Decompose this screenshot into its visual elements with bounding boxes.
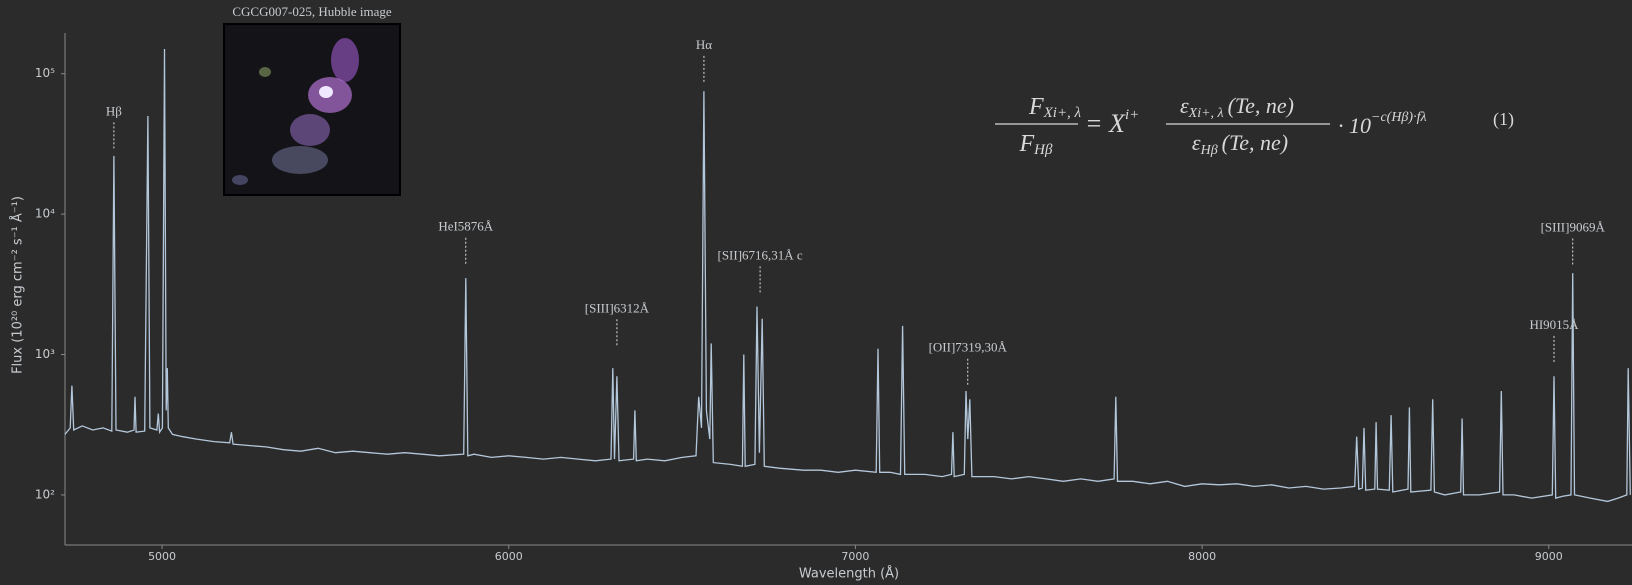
equation-part: = Xi+	[1085, 107, 1139, 138]
inset-caption: CGCG007-025, Hubble image	[232, 4, 391, 19]
equation-part: ε	[1192, 130, 1201, 155]
equation-part: FXi+, λ	[1028, 94, 1082, 122]
annotation-label: [SII]6716,31Å c	[717, 247, 802, 262]
equation-part: F	[1028, 94, 1044, 120]
equation-part: · 10	[1338, 113, 1371, 138]
annotation-label: HeI5876Å	[438, 219, 493, 234]
equation-part: εHβ (Te, ne)	[1192, 130, 1288, 158]
equation-part: Hβ	[1033, 142, 1053, 158]
y-tick-label: 10⁵	[35, 66, 55, 80]
equation-part: i+	[1125, 107, 1139, 123]
annotation-label: [SIII]6312Å	[585, 300, 650, 315]
y-tick-label: 10⁴	[35, 207, 55, 221]
x-tick-label: 7000	[841, 550, 869, 563]
y-axis-label: Flux (10²⁰ erg cm⁻² s⁻¹ Å⁻¹)	[10, 196, 26, 374]
equation-part: FHβ	[1019, 131, 1054, 159]
annotation-label: Hα	[696, 37, 712, 52]
spectrum-line	[64, 48, 1631, 503]
equation-part: Xi+, λ	[1043, 105, 1082, 121]
annotation-label: Hβ	[106, 103, 122, 118]
annotation-label: HI9015Å	[1529, 317, 1579, 332]
inset-image	[223, 23, 401, 196]
equation-part: Xi+, λ	[1188, 106, 1224, 121]
equation-part: = X	[1085, 109, 1126, 138]
equation-part: (Te, ne)	[1228, 93, 1294, 118]
x-tick-label: 6000	[495, 550, 523, 563]
equation-part: ε	[1180, 93, 1189, 118]
equation-number: (1)	[1493, 109, 1514, 130]
x-axis-label: Wavelength (Å)	[799, 566, 899, 582]
equation-part: −c(Hβ)·fλ	[1371, 110, 1427, 125]
y-tick-label: 10³	[35, 347, 55, 361]
y-tick-label: 10²	[35, 487, 55, 501]
equation-part: (Te, ne)	[1222, 130, 1288, 155]
x-tick-label: 5000	[148, 550, 176, 563]
equation-part: F	[1019, 131, 1035, 157]
equation: FXi+, λ FHβ = Xi+ εXi+, λ (Te, ne) εHβ (Te…	[995, 93, 1514, 158]
annotation-label: [SIII]9069Å	[1541, 219, 1606, 234]
equation-part: εXi+, λ (Te, ne)	[1180, 93, 1294, 121]
x-tick-label: 8000	[1188, 550, 1216, 563]
equation-part: Hβ	[1200, 143, 1218, 158]
equation-part: · 10−c(Hβ)·fλ	[1338, 110, 1427, 138]
x-tick-label: 9000	[1535, 550, 1563, 563]
annotation-label: [OII]7319,30Å	[929, 340, 1008, 355]
